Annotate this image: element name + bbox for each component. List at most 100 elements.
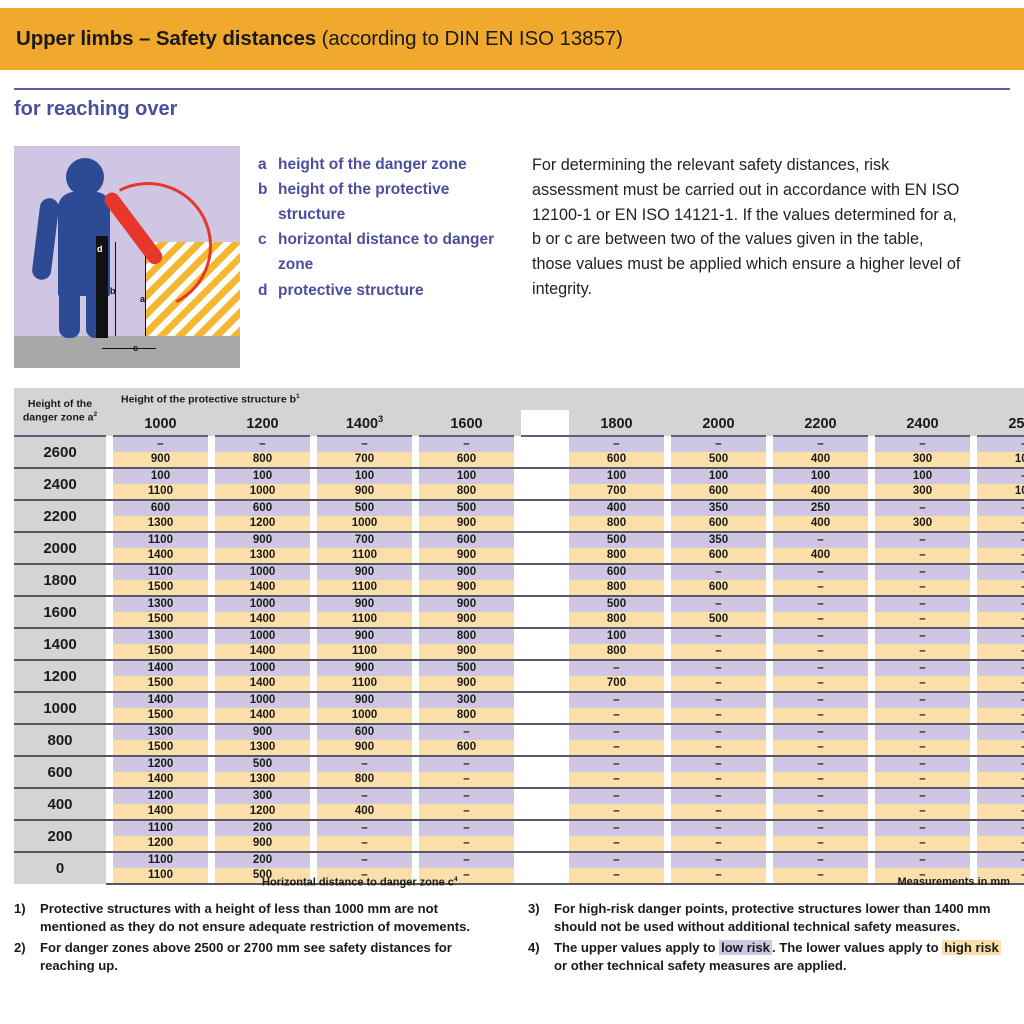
cell-spacer bbox=[664, 836, 671, 852]
cell-spacer bbox=[412, 484, 419, 500]
row-header-200: 200 bbox=[14, 819, 106, 852]
cell-spacer bbox=[868, 819, 875, 836]
row-header-400: 400 bbox=[14, 787, 106, 820]
cell-spacer bbox=[868, 516, 875, 532]
cell-1600-2200-high: – bbox=[773, 612, 868, 628]
cell-spacer bbox=[766, 580, 773, 596]
cell-spacer bbox=[310, 563, 317, 580]
legend-label: height of the protective structure bbox=[278, 181, 450, 224]
cell-spacer bbox=[106, 531, 113, 548]
table-body: 2600–––––––––900800700600600500400300100… bbox=[14, 435, 1024, 885]
cell-spacer bbox=[310, 531, 317, 548]
cell-spacer bbox=[970, 548, 977, 564]
cell-2000-2500-low: – bbox=[977, 531, 1024, 548]
header-spacer bbox=[412, 410, 419, 436]
cell-1000-1000-high: 1500 bbox=[113, 708, 208, 724]
legend-key: c bbox=[258, 231, 267, 249]
page-title-standard: (according to DIN EN ISO 13857) bbox=[316, 27, 623, 50]
cell-2400-2400-high: 300 bbox=[875, 484, 970, 500]
row-header-1200: 1200 bbox=[14, 659, 106, 692]
cell-spacer bbox=[514, 804, 521, 820]
cell-spacer bbox=[208, 787, 215, 804]
cell-2200-1400-high: 1000 bbox=[317, 516, 412, 532]
cell-200-2500-high: – bbox=[977, 836, 1024, 852]
cell-spacer bbox=[514, 595, 521, 612]
cell-1600-2500-high: – bbox=[977, 612, 1024, 628]
cell-spacer bbox=[514, 436, 521, 452]
cell-600-1600-low: – bbox=[419, 755, 514, 772]
cell-400-2200-low: – bbox=[773, 787, 868, 804]
cell-spacer bbox=[514, 755, 521, 772]
row-header-1600: 1600 bbox=[14, 595, 106, 628]
cell-2000-2000-high: 600 bbox=[671, 548, 766, 564]
cell-600-2000-low: – bbox=[671, 755, 766, 772]
cell-spacer bbox=[106, 804, 113, 820]
cell-1800-2500-low: – bbox=[977, 563, 1024, 580]
protective-structure-post bbox=[96, 236, 108, 338]
cell-2000-2400-high: – bbox=[875, 548, 970, 564]
cell-1200-1800-low: – bbox=[569, 659, 664, 676]
cell-400-1000-low: 1200 bbox=[113, 787, 208, 804]
cell-600-2200-high: – bbox=[773, 772, 868, 788]
cell-spacer bbox=[412, 531, 419, 548]
cell-spacer bbox=[766, 436, 773, 452]
header-spacer bbox=[208, 410, 215, 436]
legend-item: c horizontal distance to danger zone bbox=[258, 227, 508, 277]
cell-2000-1800-high: 800 bbox=[569, 548, 664, 564]
table-row: 900 800 700 600 600 500 400 300 100 bbox=[14, 452, 1024, 468]
cell-spacer bbox=[514, 740, 521, 756]
row-header-1400: 1400 bbox=[14, 627, 106, 660]
cell-1400-2400-high: – bbox=[875, 644, 970, 660]
cell-2600-2400-high: 300 bbox=[875, 452, 970, 468]
cell-spacer bbox=[412, 627, 419, 644]
cell-800-1000-low: 1300 bbox=[113, 723, 208, 740]
table-gap-column bbox=[521, 452, 569, 468]
cell-spacer bbox=[412, 612, 419, 628]
cell-1200-1200-high: 1400 bbox=[215, 676, 310, 692]
cell-2400-2200-high: 400 bbox=[773, 484, 868, 500]
cell-spacer bbox=[514, 868, 521, 885]
cell-spacer bbox=[514, 516, 521, 532]
cell-2600-1400-low: – bbox=[317, 436, 412, 452]
table-gap-column bbox=[521, 612, 569, 628]
cell-spacer bbox=[970, 531, 977, 548]
cell-2400-1200-low: 100 bbox=[215, 467, 310, 484]
cell-2400-2400-low: 100 bbox=[875, 467, 970, 484]
table-gap-column bbox=[521, 580, 569, 596]
cell-0-2400-low: – bbox=[875, 851, 970, 868]
cell-spacer bbox=[766, 612, 773, 628]
row-header-800: 800 bbox=[14, 723, 106, 756]
page-title: Upper limbs – Safety distances (accordin… bbox=[0, 27, 623, 51]
cell-1800-2500-high: – bbox=[977, 580, 1024, 596]
table-gap-column bbox=[521, 499, 569, 516]
cell-spacer bbox=[970, 740, 977, 756]
cell-400-2500-high: – bbox=[977, 804, 1024, 820]
legend-label: protective structure bbox=[278, 281, 424, 299]
cell-800-2200-low: – bbox=[773, 723, 868, 740]
cell-spacer bbox=[664, 548, 671, 564]
cell-spacer bbox=[412, 452, 419, 468]
cell-spacer bbox=[664, 723, 671, 740]
cell-spacer bbox=[106, 772, 113, 788]
cell-0-2400-high: – bbox=[875, 868, 970, 885]
table-gap-column bbox=[521, 723, 569, 740]
figure-label-d: d bbox=[97, 244, 103, 254]
figure-label-b: b bbox=[110, 286, 116, 296]
cell-spacer bbox=[310, 740, 317, 756]
cell-spacer bbox=[868, 676, 875, 692]
header-spacer bbox=[766, 410, 773, 436]
cell-1400-1800-high: 800 bbox=[569, 644, 664, 660]
cell-1400-1600-high: 900 bbox=[419, 644, 514, 660]
cell-spacer bbox=[208, 548, 215, 564]
cell-0-1000-low: 1100 bbox=[113, 851, 208, 868]
cell-2200-2500-high: – bbox=[977, 516, 1024, 532]
cell-1600-1200-high: 1400 bbox=[215, 612, 310, 628]
cell-spacer bbox=[970, 836, 977, 852]
cell-1400-2000-high: – bbox=[671, 644, 766, 660]
table-row: 2600––––––––– bbox=[14, 435, 1024, 468]
cell-spacer bbox=[208, 755, 215, 772]
